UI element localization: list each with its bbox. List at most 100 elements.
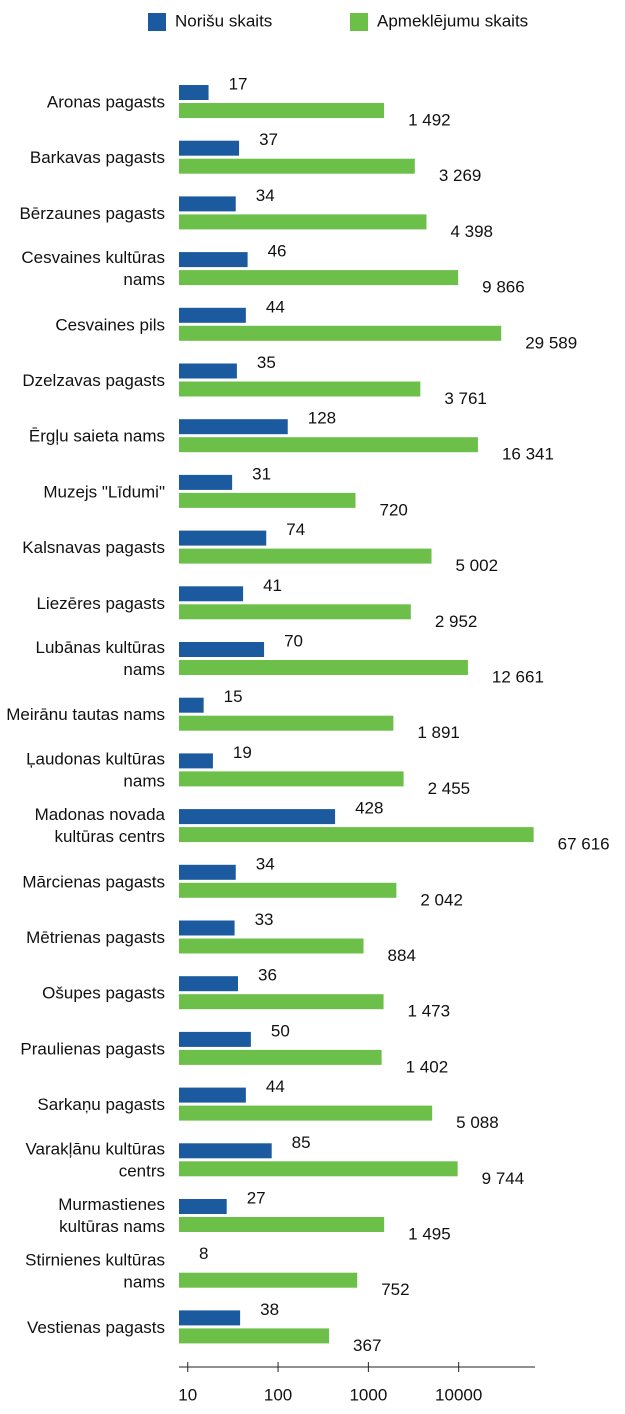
bar [179,103,385,118]
y-tick-label: Sarkaņu pagasts [37,1095,165,1114]
y-tick-label: Lubānas kultūras nams [36,638,165,679]
bar [179,827,534,843]
bar [179,938,364,954]
bar [179,660,468,675]
legend-label: Norišu skaits [175,11,272,30]
bar [179,604,411,620]
data-label: 3 761 [444,389,487,408]
bar [179,325,502,341]
data-label: 15 [224,687,243,706]
data-label: 67 616 [558,835,610,854]
bar [179,196,236,212]
y-tick-label: Dzelzavas pagasts [22,371,165,390]
data-label: 34 [256,186,275,205]
bar [179,1217,385,1232]
data-label: 41 [263,576,282,595]
legend-swatch [148,13,166,31]
data-label: 4 398 [450,222,493,241]
data-label: 27 [247,1188,266,1207]
data-label: 428 [355,799,383,818]
data-label: 720 [379,500,407,519]
y-tick-label: Mētrienas pagasts [26,928,165,947]
data-label: 33 [255,910,274,929]
y-tick-label: Ošupes pagasts [42,984,165,1003]
data-label: 752 [381,1280,409,1299]
data-label: 74 [286,520,305,539]
bar [179,1328,330,1344]
data-label: 85 [292,1133,311,1152]
data-label: 2 952 [435,612,478,631]
bar [179,363,237,379]
data-label: 16 341 [502,445,554,464]
data-label: 70 [284,631,303,650]
data-label: 1 495 [408,1224,451,1243]
data-label: 35 [257,353,276,372]
y-tick-label: Barkavas pagasts [30,148,165,167]
y-tick-label: Kalsnavas pagasts [22,538,165,557]
data-label: 44 [266,297,285,316]
bar [179,697,204,713]
y-tick-label: Aronas pagasts [47,92,165,111]
bar [179,140,240,156]
y-tick-label: Madonas novada kultūras centrs [35,806,166,847]
bar [179,158,415,174]
data-label: 37 [259,130,278,149]
data-label: 2 455 [428,779,471,798]
data-label: 3 269 [439,166,482,185]
data-label: 1 891 [417,723,460,742]
data-label: 1 473 [408,1002,451,1021]
bar [179,1049,382,1065]
data-label: 12 661 [492,667,544,686]
bar [179,492,356,508]
bar [179,1031,251,1047]
data-label: 17 [229,74,248,93]
data-label: 44 [266,1077,285,1096]
y-tick-label: Vestienas pagasts [27,1318,165,1337]
bar [179,437,478,453]
x-tick-label: 100 [264,1385,292,1404]
bar [179,381,421,397]
data-label: 5 002 [456,556,499,575]
bar [179,548,432,564]
y-tick-label: Ļaudonas kultūras nams [26,750,165,791]
data-label: 1 492 [408,110,451,129]
data-label: 884 [388,946,416,965]
bar [179,642,265,657]
bar [179,85,209,100]
legend-swatch [350,13,368,31]
bar [179,1199,227,1214]
bar [179,307,246,323]
y-tick-label: Murmastienes kultūras nams [58,1195,165,1236]
data-label: 128 [308,409,336,428]
bar [179,809,336,825]
bar [179,530,267,546]
bar [179,252,248,268]
data-label: 8 [199,1244,208,1263]
bar [179,753,213,769]
bar [179,1143,272,1159]
bar [179,586,244,602]
bar [179,920,235,936]
y-tick-label: Varakļānu kultūras centrs [25,1140,165,1181]
data-label: 36 [258,966,277,985]
bar [179,882,397,898]
bar [179,474,233,490]
bar [179,771,404,787]
data-label: 50 [271,1021,290,1040]
bar [179,419,288,435]
data-label: 29 589 [525,333,577,352]
data-label: 5 088 [456,1113,499,1132]
y-tick-label: Meirānu tautas nams [6,705,165,724]
data-label: 38 [260,1300,279,1319]
data-label: 34 [256,854,275,873]
y-tick-label: Cesvaines kultūras nams [21,249,165,290]
data-label: 2 042 [420,890,463,909]
bar [179,976,238,992]
bar [179,1161,458,1177]
x-tick-label: 10000 [435,1385,482,1404]
data-label: 367 [353,1336,381,1355]
y-tick-label: Bērzaunes pagasts [19,204,165,223]
data-label: 19 [233,743,252,762]
legend-label: Apmeklējumu skaits [377,11,528,30]
